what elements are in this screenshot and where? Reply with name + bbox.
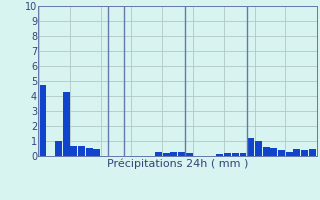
Bar: [63, 92, 69, 156]
Bar: [216, 154, 223, 156]
Bar: [178, 152, 185, 156]
Bar: [93, 149, 100, 156]
Bar: [278, 150, 285, 156]
Bar: [293, 148, 300, 156]
Bar: [40, 85, 46, 156]
Bar: [155, 152, 162, 156]
Bar: [286, 152, 292, 156]
Bar: [163, 153, 170, 156]
Bar: [239, 153, 246, 156]
Bar: [263, 147, 269, 156]
Bar: [309, 148, 316, 156]
Bar: [247, 138, 254, 156]
Bar: [232, 153, 239, 156]
Bar: [224, 153, 231, 156]
Bar: [170, 152, 177, 156]
Bar: [78, 146, 85, 156]
Bar: [55, 141, 62, 156]
Bar: [301, 150, 308, 156]
Bar: [86, 148, 92, 156]
Bar: [186, 153, 193, 156]
X-axis label: Précipitations 24h ( mm ): Précipitations 24h ( mm ): [107, 159, 248, 169]
Bar: [255, 141, 262, 156]
Bar: [270, 148, 277, 156]
Bar: [70, 146, 77, 156]
